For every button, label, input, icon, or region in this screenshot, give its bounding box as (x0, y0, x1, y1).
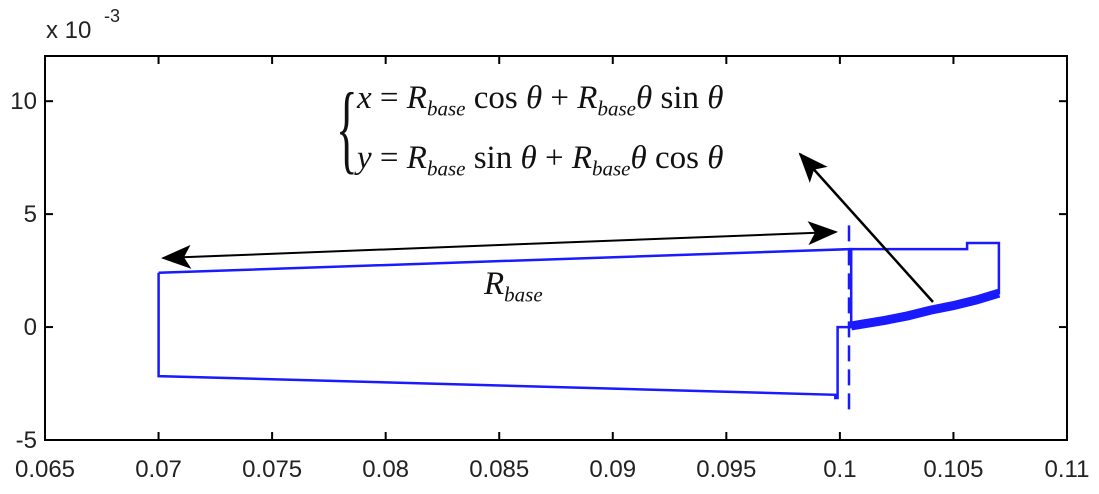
eq-theta: θ (707, 140, 724, 176)
y-tick-label: 0 (24, 314, 37, 341)
equation-brace: { (336, 72, 358, 183)
eq-sub: base (426, 156, 466, 181)
y-tick-label: -5 (16, 427, 37, 454)
eq-r: R (406, 80, 427, 116)
eq-plus: + (544, 140, 564, 176)
equation-line-x: x = Rbase cos θ + Rbaseθ sin θ (357, 80, 723, 122)
eq-fn: cos (654, 140, 699, 176)
eq-sign: = (379, 80, 399, 116)
x-tick-label: 0.07 (135, 456, 182, 483)
y-exponent-label: x 10 (46, 17, 91, 44)
eq-theta: θ (520, 140, 537, 176)
eq-sub: base (591, 156, 631, 181)
x-tick-label: 0.075 (242, 456, 302, 483)
y-tick-label: 10 (10, 88, 37, 115)
x-tick-label: 0.1 (823, 456, 856, 483)
eq-theta: θ (630, 140, 647, 176)
eq-lhs: x (357, 80, 372, 116)
equation-line-y: y = Rbase sin θ + Rbaseθ cos θ (357, 140, 723, 182)
x-tick-label: 0.085 (469, 456, 529, 483)
eq-sub: base (597, 96, 636, 121)
eq-sign: = (379, 140, 399, 176)
eq-lhs: y (357, 140, 372, 176)
eq-plus: + (550, 80, 570, 116)
eq-sub: base (426, 96, 466, 121)
eq-fn: sin (473, 140, 513, 176)
eq-r: R (406, 140, 427, 176)
eq-theta: θ (707, 80, 724, 116)
x-tick-label: 0.095 (696, 456, 756, 483)
eq-fn: cos (473, 80, 518, 116)
x-tick-label: 0.08 (362, 456, 409, 483)
eq-theta: θ (635, 80, 653, 116)
x-tick-label: 0.105 (923, 456, 983, 483)
r-base-double-arrow (161, 221, 838, 269)
eq-r: R (571, 140, 592, 176)
series-line-thick (850, 288, 1001, 331)
x-tick-label: 0.11 (1045, 456, 1090, 483)
eq-r: R (577, 80, 598, 116)
y-tick-label: 5 (24, 201, 37, 228)
plot-area-frame (44, 55, 1068, 441)
eq-fn: sin (660, 80, 699, 116)
x-tick-label: 0.09 (589, 456, 636, 483)
x-tick-label: 0.065 (15, 456, 75, 483)
r-base-label: Rbase (484, 266, 543, 308)
y-exponent-power: -3 (104, 6, 120, 26)
r-label-sub: base (504, 282, 543, 307)
r-label-main: R (484, 266, 505, 302)
equation-pointer-arrow (798, 152, 934, 303)
eq-theta: θ (525, 80, 543, 116)
